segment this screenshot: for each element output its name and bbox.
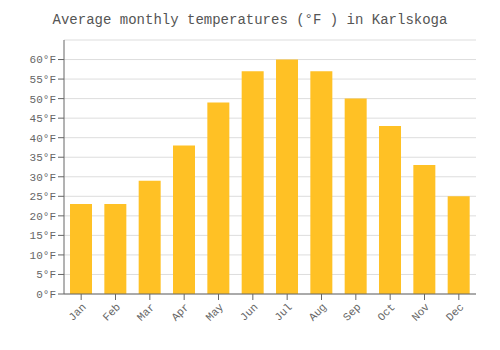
svg-text:50°F: 50°F [30,94,56,106]
svg-text:10°F: 10°F [30,250,56,262]
svg-text:Aug: Aug [307,301,329,323]
svg-text:Feb: Feb [101,301,123,323]
svg-text:Sep: Sep [341,301,363,323]
svg-text:Nov: Nov [410,301,433,324]
svg-text:5°F: 5°F [36,269,56,281]
svg-text:May: May [204,301,227,324]
svg-text:Dec: Dec [444,301,466,323]
svg-text:40°F: 40°F [30,133,56,145]
svg-text:Mar: Mar [135,301,157,323]
svg-text:Jul: Jul [272,301,294,323]
svg-text:35°F: 35°F [30,152,56,164]
svg-text:30°F: 30°F [30,172,56,184]
svg-text:Oct: Oct [375,301,397,323]
svg-text:Jan: Jan [66,301,88,323]
svg-text:45°F: 45°F [30,113,56,125]
svg-text:20°F: 20°F [30,211,56,223]
svg-text:15°F: 15°F [30,230,56,242]
svg-text:Jun: Jun [238,301,260,323]
svg-text:Apr: Apr [169,301,191,323]
html-text:Average monthly temperatures (: Average monthly temperatures (°F ) in Ka… [52,12,448,28]
svg-text:25°F: 25°F [30,191,56,203]
svg-text:60°F: 60°F [30,54,56,66]
svg-text:0°F: 0°F [36,289,56,301]
svg-text:55°F: 55°F [30,74,56,86]
